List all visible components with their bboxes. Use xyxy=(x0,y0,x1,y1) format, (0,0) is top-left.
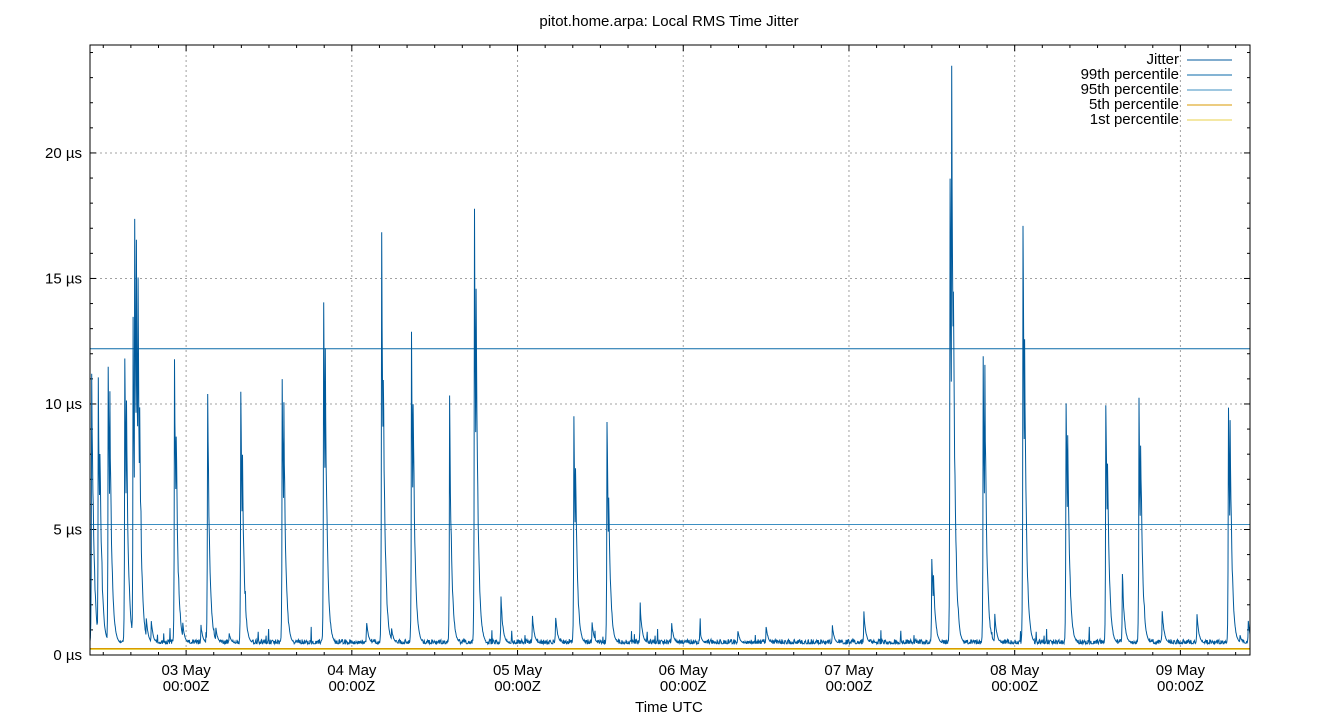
x-tick-label-time: 00:00Z xyxy=(660,678,707,695)
legend-label: Jitter xyxy=(1146,51,1179,68)
x-tick-label-date: 08 May xyxy=(990,662,1040,679)
x-tick-label-time: 00:00Z xyxy=(328,678,375,695)
x-tick-label-time: 00:00Z xyxy=(494,678,541,695)
x-tick-label-time: 00:00Z xyxy=(1157,678,1204,695)
y-tick-label: 5 µs xyxy=(53,521,82,538)
x-tick-label-date: 04 May xyxy=(327,662,377,679)
legend-label: 5th percentile xyxy=(1089,96,1179,113)
x-axis-label: Time UTC xyxy=(635,699,703,716)
x-tick-label-time: 00:00Z xyxy=(163,678,210,695)
chart-title: pitot.home.arpa: Local RMS Time Jitter xyxy=(539,13,798,30)
x-tick-label-date: 03 May xyxy=(162,662,212,679)
y-tick-label: 15 µs xyxy=(45,270,82,287)
y-tick-label: 10 µs xyxy=(45,396,82,413)
plot-frame xyxy=(89,44,1251,656)
series-lines xyxy=(89,65,1251,650)
jitter-series-line xyxy=(89,65,1251,646)
legend-label: 1st percentile xyxy=(1090,111,1179,128)
y-axis-ticks: 0 µs 5 µs 10 µs 15 µs 20 µs xyxy=(45,52,1250,664)
x-tick-label-date: 07 May xyxy=(824,662,874,679)
x-tick-label-time: 00:00Z xyxy=(991,678,1038,695)
y-tick-label: 20 µs xyxy=(45,145,82,162)
x-tick-label-date: 05 May xyxy=(493,662,543,679)
x-tick-label-time: 00:00Z xyxy=(826,678,873,695)
x-tick-label-date: 09 May xyxy=(1156,662,1206,679)
x-tick-label-date: 06 May xyxy=(659,662,709,679)
grid-lines xyxy=(90,45,1250,655)
legend-label: 99th percentile xyxy=(1081,66,1179,83)
legend-label: 95th percentile xyxy=(1081,81,1179,98)
y-tick-label: 0 µs xyxy=(53,647,82,664)
